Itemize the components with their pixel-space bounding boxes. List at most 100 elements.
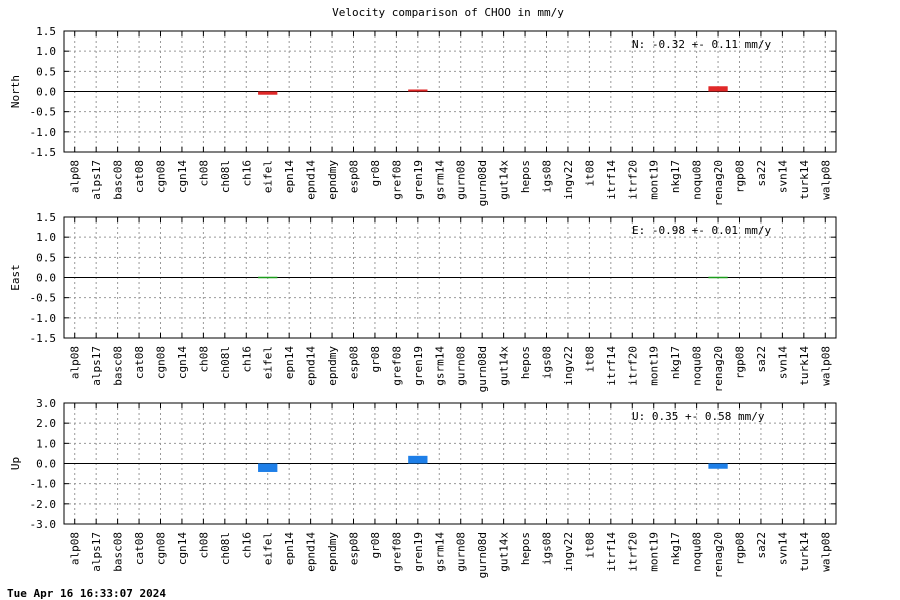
x-tick-label-gsrm14: gsrm14 bbox=[433, 160, 446, 200]
y-tick-label: -1.0 bbox=[30, 312, 57, 325]
x-tick-label-cgn08: cgn08 bbox=[155, 160, 168, 193]
x-tick-label-cgn14: cgn14 bbox=[176, 532, 189, 565]
y-tick-label: 1.5 bbox=[36, 211, 56, 224]
x-tick-label-gr08: gr08 bbox=[369, 160, 382, 187]
x-tick-label-gref08: gref08 bbox=[390, 346, 403, 386]
x-tick-label-epn14: epn14 bbox=[283, 346, 296, 379]
x-tick-label-turk14: turk14 bbox=[798, 160, 811, 200]
x-tick-label-gurn08d: gurn08d bbox=[476, 346, 489, 392]
x-tick-label-svn14: svn14 bbox=[776, 346, 789, 379]
x-tick-label-itrf14: itrf14 bbox=[605, 160, 618, 200]
y-tick-label: 1.0 bbox=[36, 437, 56, 450]
x-tick-label-noqu08: noqu08 bbox=[691, 160, 704, 200]
x-tick-label-renag20: renag20 bbox=[712, 532, 725, 578]
x-tick-label-turk14: turk14 bbox=[798, 532, 811, 572]
x-tick-label-epndmy: epndmy bbox=[326, 160, 339, 200]
x-tick-label-eifel: eifel bbox=[262, 346, 275, 379]
panel-up: -3.0 -2.0 -1.0 0.0 1.0 2.0 3.0 alp08 alps17 basc0… bbox=[9, 397, 837, 578]
y-tick-label: -2.0 bbox=[30, 498, 57, 511]
x-tick-label-svn14: svn14 bbox=[776, 532, 789, 565]
bar-gren19 bbox=[408, 455, 428, 464]
x-tick-label-ingv22: ingv22 bbox=[562, 532, 575, 572]
x-tick-label-it08: it08 bbox=[583, 346, 596, 373]
x-tick-label-epndmy: epndmy bbox=[326, 532, 339, 572]
x-tick-label-sa22: sa22 bbox=[755, 160, 768, 187]
y-tick-label: 0.0 bbox=[36, 272, 56, 285]
x-tick-label-ingv22: ingv22 bbox=[562, 160, 575, 200]
x-tick-label-hepos: hepos bbox=[519, 346, 532, 379]
x-tick-label-eifel: eifel bbox=[262, 160, 275, 193]
stats-annotation: U: 0.35 +- 0.58 mm/y bbox=[632, 410, 765, 423]
x-tick-label-gr08: gr08 bbox=[369, 346, 382, 373]
x-tick-label-it08: it08 bbox=[583, 160, 596, 187]
x-tick-label-basc08: basc08 bbox=[112, 532, 125, 572]
x-tick-label-itrf20: itrf20 bbox=[626, 160, 639, 200]
x-tick-label-eifel: eifel bbox=[262, 532, 275, 565]
x-tick-label-alps17: alps17 bbox=[90, 346, 103, 386]
y-tick-label: 0.5 bbox=[36, 251, 56, 264]
chart-title: Velocity comparison of CHOO in mm/y bbox=[332, 6, 564, 19]
chart-panels: -1.5 -1.0 -0.5 0.0 0.5 1.0 1.5 alp08 alps17 basc0… bbox=[9, 25, 837, 578]
x-tick-label-ch08: ch08 bbox=[197, 532, 210, 559]
x-tick-label-nkg17: nkg17 bbox=[669, 346, 682, 379]
x-tick-label-rgp08: rgp08 bbox=[734, 160, 747, 193]
x-tick-label-cat08: cat08 bbox=[133, 346, 146, 379]
stats-annotation: N: -0.32 +- 0.11 mm/y bbox=[632, 38, 771, 51]
bar-renag20 bbox=[708, 86, 728, 92]
x-tick-label-itrf20: itrf20 bbox=[626, 532, 639, 572]
y-tick-label: 0.0 bbox=[36, 86, 56, 99]
x-tick-label-gut14x: gut14x bbox=[498, 532, 511, 572]
x-tick-label-alp08: alp08 bbox=[69, 346, 82, 379]
y-tick-label: 0.5 bbox=[36, 65, 56, 78]
bar-renag20 bbox=[708, 276, 728, 279]
x-tick-label-basc08: basc08 bbox=[112, 346, 125, 386]
x-tick-label-gurn08d: gurn08d bbox=[476, 160, 489, 206]
y-tick-label: 0.0 bbox=[36, 458, 56, 471]
x-tick-label-mont19: mont19 bbox=[648, 160, 661, 200]
x-tick-label-mont19: mont19 bbox=[648, 532, 661, 572]
y-tick-label: -1.5 bbox=[30, 332, 57, 345]
x-tick-label-esp08: esp08 bbox=[348, 160, 361, 193]
x-tick-label-ch08l: ch08l bbox=[219, 346, 232, 379]
y-tick-label: -1.0 bbox=[30, 478, 57, 491]
y-tick-label: 1.0 bbox=[36, 231, 56, 244]
x-tick-label-cgn14: cgn14 bbox=[176, 160, 189, 193]
x-tick-label-epn14: epn14 bbox=[283, 532, 296, 565]
x-tick-label-ch08l: ch08l bbox=[219, 160, 232, 193]
x-tick-label-igs08: igs08 bbox=[541, 160, 554, 193]
y-tick-label: -3.0 bbox=[30, 518, 57, 531]
x-tick-label-gren19: gren19 bbox=[412, 346, 425, 386]
y-tick-label: 1.5 bbox=[36, 25, 56, 38]
x-tick-label-cgn08: cgn08 bbox=[155, 532, 168, 565]
x-tick-label-walp08: walp08 bbox=[819, 346, 832, 386]
x-tick-label-ch08: ch08 bbox=[197, 160, 210, 187]
x-tick-label-cgn08: cgn08 bbox=[155, 346, 168, 379]
x-tick-label-alp08: alp08 bbox=[69, 160, 82, 193]
x-tick-label-rgp08: rgp08 bbox=[734, 346, 747, 379]
plot-frame bbox=[63, 216, 837, 339]
x-tick-label-gref08: gref08 bbox=[390, 160, 403, 200]
x-tick-label-gurn08: gurn08 bbox=[455, 346, 468, 386]
x-tick-label-epnd14: epnd14 bbox=[305, 346, 318, 386]
x-tick-label-walp08: walp08 bbox=[819, 160, 832, 200]
x-tick-label-walp08: walp08 bbox=[819, 532, 832, 572]
x-tick-label-igs08: igs08 bbox=[541, 346, 554, 379]
x-tick-label-renag20: renag20 bbox=[712, 160, 725, 206]
x-tick-label-nkg17: nkg17 bbox=[669, 160, 682, 193]
x-tick-label-gut14x: gut14x bbox=[498, 160, 511, 200]
y-tick-label: -1.0 bbox=[30, 126, 57, 139]
x-tick-label-ch08: ch08 bbox=[197, 346, 210, 373]
panel-north: -1.5 -1.0 -0.5 0.0 0.5 1.0 1.5 alp08 alps17 basc0… bbox=[9, 25, 837, 206]
x-tick-label-alps17: alps17 bbox=[90, 160, 103, 200]
panel-east: -1.5 -1.0 -0.5 0.0 0.5 1.0 1.5 alp08 alps17 basc0… bbox=[9, 211, 837, 392]
x-tick-label-itrf20: itrf20 bbox=[626, 346, 639, 386]
x-tick-label-mont19: mont19 bbox=[648, 346, 661, 386]
y-tick-label: -0.5 bbox=[30, 292, 57, 305]
x-tick-label-itrf14: itrf14 bbox=[605, 346, 618, 386]
x-tick-label-ch16: ch16 bbox=[240, 160, 253, 187]
x-tick-label-epndmy: epndmy bbox=[326, 346, 339, 386]
x-tick-label-gurn08: gurn08 bbox=[455, 532, 468, 572]
y-tick-label: 2.0 bbox=[36, 417, 56, 430]
x-tick-label-gren19: gren19 bbox=[412, 160, 425, 200]
